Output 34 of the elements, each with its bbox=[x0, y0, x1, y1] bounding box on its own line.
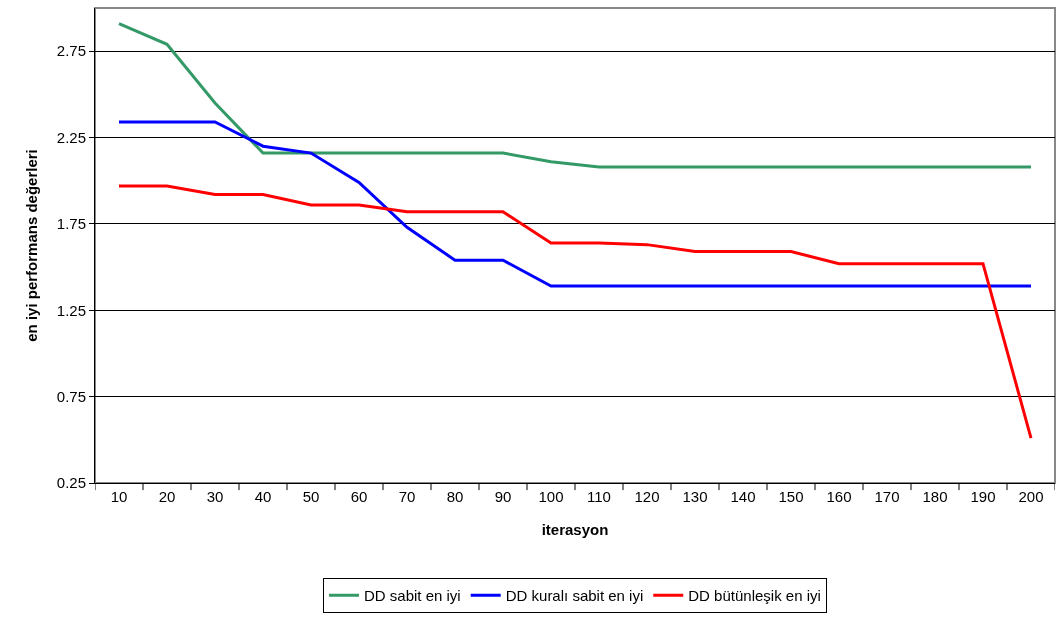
x-tick-label: 160 bbox=[826, 488, 852, 505]
x-tick-label: 10 bbox=[110, 488, 128, 505]
x-tick-label: 50 bbox=[302, 488, 320, 505]
y-tick-label: 1.25 bbox=[56, 301, 86, 319]
x-tick-label: 30 bbox=[206, 488, 224, 505]
x-tick-label: 60 bbox=[350, 488, 368, 505]
x-tick-label: 190 bbox=[970, 488, 996, 505]
x-tick-label: 140 bbox=[730, 488, 756, 505]
x-tick-label: 100 bbox=[538, 488, 564, 505]
legend-label: DD bütünleşik en iyi bbox=[688, 587, 821, 605]
line-series bbox=[117, 22, 1033, 169]
x-tick-label: 200 bbox=[1018, 488, 1044, 505]
y-tick-label: 0.25 bbox=[56, 474, 86, 492]
x-tick-label: 150 bbox=[778, 488, 804, 505]
line-series bbox=[117, 184, 1033, 440]
y-axis-title: en iyi performans değerleri bbox=[23, 149, 41, 342]
legend-label: DD kuralı sabit en iyi bbox=[505, 587, 644, 605]
y-tick-label: 0.75 bbox=[56, 387, 86, 405]
line-series bbox=[117, 120, 1033, 288]
x-tick-label: 70 bbox=[398, 488, 416, 505]
legend-label: DD sabit en iyi bbox=[364, 587, 461, 605]
x-tick-label: 90 bbox=[494, 488, 512, 505]
y-tick-label: 1.75 bbox=[56, 215, 86, 233]
x-tick-label: 130 bbox=[682, 488, 708, 505]
x-tick-label: 80 bbox=[446, 488, 464, 505]
x-axis-title: iterasyon bbox=[541, 521, 609, 538]
x-tick-label: 40 bbox=[254, 488, 272, 505]
y-tick-label: 2.25 bbox=[56, 128, 86, 146]
x-tick-label: 20 bbox=[158, 488, 176, 505]
x-tick-label: 120 bbox=[634, 488, 660, 505]
x-tick-label: 170 bbox=[874, 488, 900, 505]
x-tick-label: 180 bbox=[922, 488, 948, 505]
y-tick-label: 2.75 bbox=[56, 42, 86, 60]
x-tick-label: 110 bbox=[587, 488, 611, 505]
